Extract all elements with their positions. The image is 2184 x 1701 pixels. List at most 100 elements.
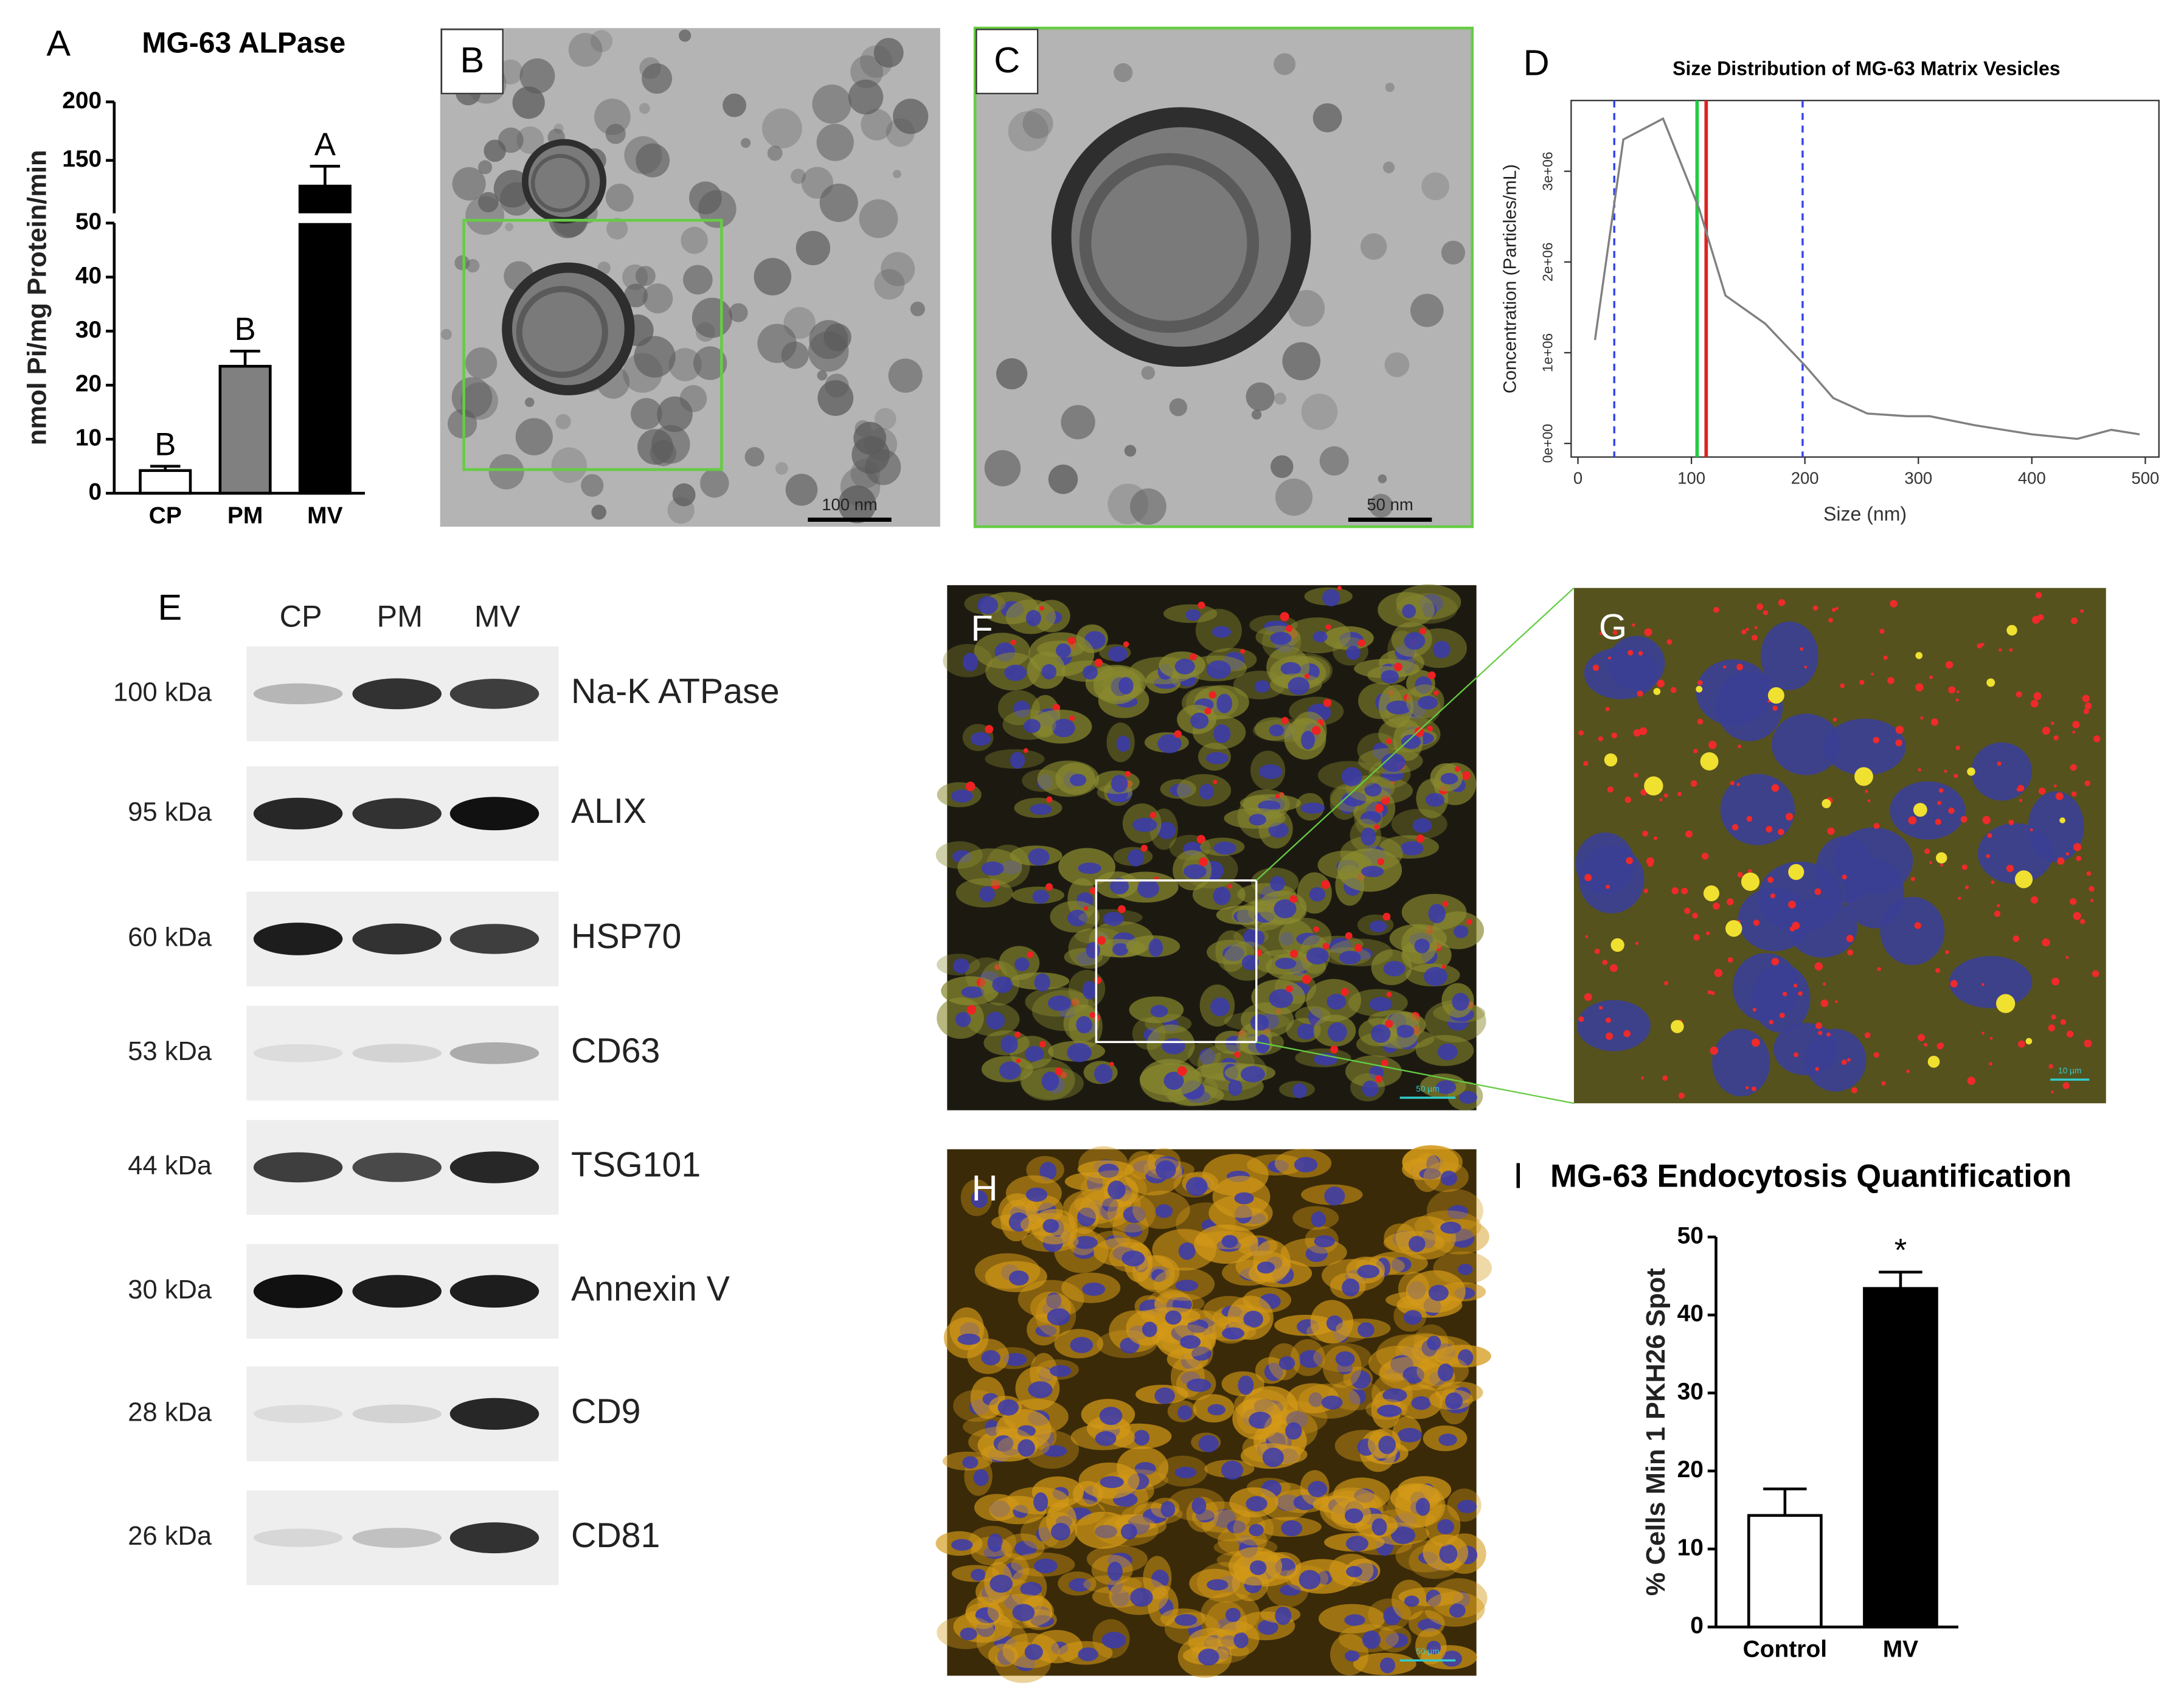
vesicle-spot (1304, 673, 1310, 679)
nucleus (1243, 928, 1265, 948)
vesicle-spot (2093, 735, 2101, 743)
vesicle (1301, 393, 1338, 430)
vesicle-spot (1149, 811, 1157, 819)
nucleus (1404, 632, 1426, 650)
vesicle (762, 108, 802, 149)
vesicle-spot (1955, 746, 1960, 750)
vesicle-spot (1779, 1013, 1785, 1019)
nucleus (1324, 1187, 1345, 1206)
vesicle-spot (2053, 784, 2057, 788)
nucleus (955, 1011, 971, 1027)
vesicle (1251, 409, 1262, 420)
nucleus (1412, 818, 1432, 833)
vesicle-spot (1794, 1052, 1799, 1058)
vesicle (893, 99, 929, 134)
zoom-line (1256, 1041, 1575, 1104)
nucleus (1257, 1261, 1275, 1274)
vesicle (1008, 111, 1049, 151)
protein-name: ALIX (571, 792, 647, 831)
y-tick-label: 10 (75, 424, 102, 451)
nucleus (1148, 938, 1163, 957)
vesicle-spot (1377, 858, 1385, 865)
nucleus (1163, 1072, 1184, 1090)
nucleus (1322, 589, 1340, 607)
vesicle-spot (1442, 901, 1449, 907)
yellow-spot (1822, 799, 1831, 808)
vesicle-spot (1789, 926, 1795, 932)
vesicle-spot (1890, 600, 1898, 608)
nucleus (1280, 662, 1301, 676)
vesicle-spot (1818, 1031, 1823, 1036)
y-tick-label: 1e+06 (1540, 333, 1556, 372)
x-tick-label: Control (1743, 1636, 1827, 1662)
nucleus (1225, 1607, 1241, 1623)
vesicle (515, 418, 553, 456)
vesicle-spot (1381, 795, 1390, 805)
nucleus (1233, 1632, 1249, 1649)
nucleus (1383, 961, 1406, 977)
vesicle-spot (1280, 612, 1289, 622)
nucleus (977, 596, 999, 614)
scale-bar-label: 50 nm (1367, 495, 1413, 514)
nucleus (1221, 1460, 1244, 1480)
vesicle-spot (1846, 935, 1854, 943)
yellow-spot (1854, 767, 1873, 786)
yellow-spot (2006, 625, 2017, 636)
vesicle (553, 123, 564, 134)
nucleus (1342, 1278, 1360, 1297)
vesicle-spot (2072, 730, 2076, 734)
nucleus (1095, 1431, 1117, 1446)
nucleus (1458, 1349, 1474, 1366)
vesicle-spot (1935, 968, 1941, 973)
nucleus (1373, 743, 1389, 760)
vesicle-spot (2066, 1030, 2074, 1038)
vesicle-spot (1670, 687, 1677, 693)
vesicle-spot (1635, 941, 1639, 945)
nucleus (1070, 1337, 1094, 1354)
vesicle-spot (1323, 699, 1332, 707)
x-tick-label: PM (227, 502, 263, 528)
vesicle-spot (1929, 675, 1933, 679)
nucleus (981, 1350, 1000, 1366)
nucleus (1426, 1641, 1441, 1655)
yellow-spot (1644, 776, 1663, 796)
vesicle-spot (1723, 665, 1727, 669)
vesicle-spot (2055, 792, 2064, 800)
nucleus (1341, 767, 1362, 786)
y-axis-label: Concentration (Particles/mL) (1500, 164, 1520, 393)
vesicle-spot (1027, 951, 1034, 958)
nucleus (1118, 677, 1134, 695)
nucleus (1024, 1644, 1043, 1660)
vesicle (817, 380, 854, 416)
nucleus (1241, 955, 1259, 971)
vesicle (861, 109, 893, 140)
nucleus (1222, 946, 1244, 961)
vesicle-spot (1785, 812, 1794, 821)
nucleus (981, 861, 1004, 876)
nucleus (1346, 1565, 1362, 1578)
vesicle-spot (1375, 803, 1384, 812)
vesicle-spot (1751, 1086, 1756, 1092)
vesicle-spot (1873, 1051, 1879, 1058)
nucleus (1335, 1351, 1355, 1367)
nucleus (1142, 1322, 1157, 1337)
vesicle-spot (1793, 983, 1798, 988)
nucleus (1207, 1579, 1229, 1591)
nucleus (1278, 1356, 1295, 1370)
blot-band (352, 678, 442, 710)
vesicle-spot (1701, 853, 1709, 860)
vesicle (639, 103, 650, 114)
nucleus (1971, 742, 2033, 801)
nucleus (1270, 631, 1292, 645)
molecular-weight: 95 kDa (128, 797, 212, 826)
nucleus (997, 1399, 1019, 1416)
yellow-spot (1767, 687, 1784, 704)
nucleus (1124, 1223, 1143, 1238)
vesicle (838, 485, 876, 524)
nucleus (1151, 1269, 1167, 1282)
vesicle-spot (2051, 1014, 2056, 1020)
nucleus (1087, 1173, 1103, 1193)
nucleus (1437, 1519, 1455, 1535)
vesicle (1441, 240, 1466, 265)
vesicle-spot (1624, 796, 1631, 803)
